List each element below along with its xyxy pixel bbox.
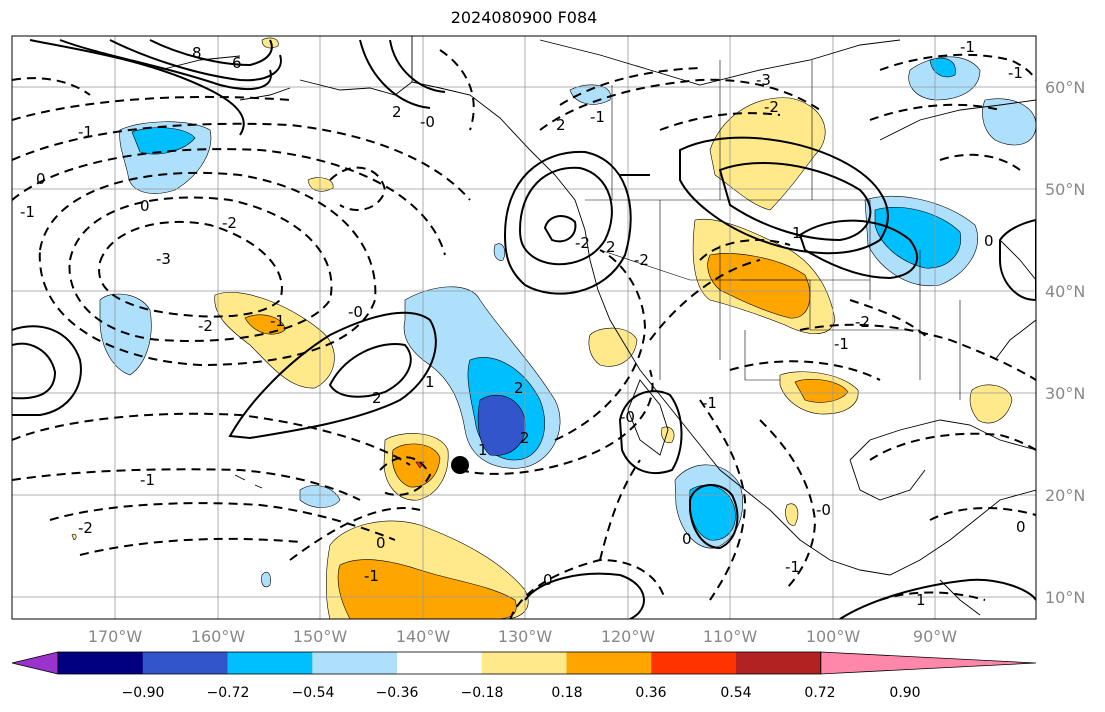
- contour-label: 1: [425, 373, 435, 391]
- lon-label: 140°W: [396, 627, 451, 646]
- lat-label: 40°N: [1045, 282, 1085, 301]
- colorbar-segment: [227, 652, 313, 674]
- contour-label: 0: [376, 534, 386, 552]
- contour-label: 1: [792, 224, 802, 242]
- contour-label: -1: [785, 558, 800, 576]
- contour-label: 2: [520, 429, 530, 447]
- contour-label: 2: [556, 116, 566, 134]
- contour-label: -1: [960, 38, 975, 56]
- colorbar-extend-min: [11, 651, 59, 675]
- contour-label: -3: [756, 71, 771, 89]
- lat-label: 50°N: [1045, 180, 1085, 199]
- lon-label: 100°W: [806, 627, 861, 646]
- contour-label: -2: [198, 317, 213, 335]
- contour-label: -2: [634, 251, 649, 269]
- contour-label: -2: [575, 234, 590, 252]
- contour-label: -0: [816, 501, 831, 519]
- colorbar-segment: [566, 652, 652, 674]
- colorbar-segment: [651, 652, 737, 674]
- colorbar-tick-label: −0.18: [461, 685, 504, 701]
- graticule: [12, 36, 1036, 619]
- positive-contours: [12, 39, 1036, 619]
- colorbar-segment: [58, 652, 144, 674]
- negative-contours: [12, 49, 1036, 619]
- contour-label: -1: [140, 471, 155, 489]
- contour-label: -2: [855, 313, 870, 331]
- contour-label: 2: [372, 389, 382, 407]
- lat-label: 10°N: [1045, 588, 1085, 607]
- colorbar-segment: [481, 652, 567, 674]
- contour-label: 2: [514, 379, 524, 397]
- contour-label: 2: [392, 103, 402, 121]
- contour-label: 0: [984, 232, 994, 250]
- contour-label: 0: [682, 530, 692, 548]
- colorbar-tick-label: −0.72: [207, 685, 250, 701]
- contour-label: -1: [1008, 64, 1023, 82]
- colorbar-segment: [736, 652, 822, 674]
- colorbar-tick-label: 0.54: [720, 685, 751, 701]
- colorbar: −0.90 −0.72 −0.54 −0.36 −0.18 0.18 0.36 …: [11, 651, 1037, 701]
- coastlines: [159, 36, 1036, 616]
- negative-anomaly-shading: [99, 56, 1036, 588]
- contour-labels: 6 8 -1 0 -1 0 -2 -3 -2 -1 2 1 -0 2 2 1 -…: [20, 38, 1026, 609]
- positive-anomaly-shading: [71, 37, 1013, 619]
- colorbar-tick-label: 0.72: [804, 685, 835, 701]
- contour-label: -1: [834, 335, 849, 353]
- contour-label: -1: [20, 203, 35, 221]
- colorbar-frame: [57, 651, 822, 675]
- contour-label: -1: [590, 108, 605, 126]
- contour-label: -0: [420, 113, 435, 131]
- storm-center-dot: [451, 456, 469, 474]
- lat-label: 20°N: [1045, 486, 1085, 505]
- contour-label: -0: [348, 303, 363, 321]
- contour-label: 0: [543, 571, 553, 589]
- colorbar-segment: [397, 652, 483, 674]
- contour-label: 1: [916, 591, 926, 609]
- longitude-labels: 170°W 160°W 150°W 140°W 130°W 120°W 110°…: [88, 627, 957, 646]
- contour-label: -3: [156, 250, 171, 268]
- lon-label: 170°W: [88, 627, 143, 646]
- contour-label: 0: [36, 170, 46, 188]
- contour-label: 6: [232, 54, 242, 72]
- contour-label: 8: [192, 44, 202, 62]
- contour-label: -2: [764, 98, 779, 116]
- colorbar-extend-max: [820, 651, 1037, 675]
- contour-label: -1: [702, 394, 717, 412]
- lon-label: 130°W: [498, 627, 553, 646]
- colorbar-tick-label: 0.36: [635, 685, 666, 701]
- contour-label: -1: [78, 123, 93, 141]
- latitude-labels: 60°N 50°N 40°N 30°N 20°N 10°N: [1045, 78, 1085, 607]
- contour-label: -2: [222, 214, 237, 232]
- colorbar-tick-labels: −0.90 −0.72 −0.54 −0.36 −0.18 0.18 0.36 …: [122, 685, 921, 701]
- map-frame: [11, 35, 1037, 620]
- contour-label: -0: [620, 408, 635, 426]
- lon-label: 150°W: [293, 627, 348, 646]
- lon-label: 120°W: [601, 627, 656, 646]
- contour-label: 0: [1016, 518, 1026, 536]
- contour-label: 2: [606, 238, 616, 256]
- colorbar-tick-label: −0.54: [292, 685, 335, 701]
- colorbar-segment: [312, 652, 398, 674]
- lat-label: 60°N: [1045, 78, 1085, 97]
- colorbar-segment: [142, 652, 228, 674]
- lon-label: 160°W: [191, 627, 246, 646]
- colorbar-tick-label: 0.90: [889, 685, 920, 701]
- lat-label: 30°N: [1045, 384, 1085, 403]
- colorbar-tick-label: −0.36: [376, 685, 419, 701]
- contour-label: 0: [140, 197, 150, 215]
- contour-label: -1: [364, 567, 379, 585]
- lon-label: 90°W: [913, 627, 957, 646]
- colorbar-segments: [11, 651, 1037, 675]
- contour-label: -1: [270, 312, 285, 330]
- contour-label: -2: [78, 519, 93, 537]
- colorbar-tick-label: −0.90: [122, 685, 165, 701]
- contour-label: 1: [478, 441, 488, 459]
- lon-label: 110°W: [703, 627, 758, 646]
- map-title: 2024080900 F084: [450, 8, 598, 27]
- colorbar-tick-label: 0.18: [551, 685, 582, 701]
